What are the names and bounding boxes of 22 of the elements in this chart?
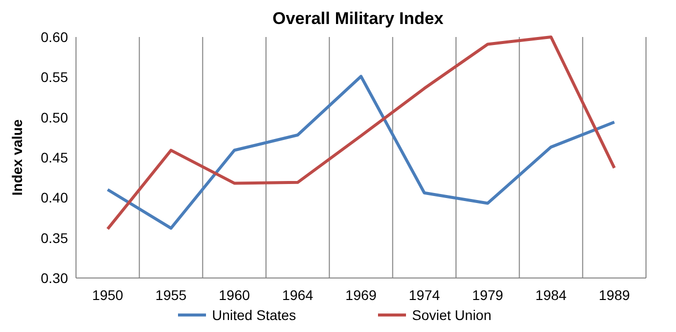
x-tick-label: 1979 xyxy=(472,287,504,303)
chart-title: Overall Military Index xyxy=(272,9,444,28)
line-series xyxy=(106,74,616,230)
x-tick-label: 1974 xyxy=(408,287,440,303)
y-tick-label: 0.60 xyxy=(40,29,68,45)
x-tick-label: 1989 xyxy=(598,287,630,303)
y-tick-label: 0.35 xyxy=(40,230,68,246)
y-tick-label: 0.40 xyxy=(40,190,68,206)
x-tick-label: 1960 xyxy=(218,287,250,303)
x-tick-label: 1955 xyxy=(155,287,187,303)
line-series xyxy=(106,36,616,230)
x-tick-label: 1984 xyxy=(535,287,567,303)
y-axis-title: Index value xyxy=(9,119,25,196)
y-tick-label: 0.30 xyxy=(40,270,68,286)
y-tick-label: 0.45 xyxy=(40,150,68,166)
y-tick-label: 0.50 xyxy=(40,109,68,126)
x-tick-label: 1969 xyxy=(345,287,377,303)
legend-label: Soviet Union xyxy=(412,307,492,323)
legend-label: United States xyxy=(212,307,296,323)
x-tick-label: 1964 xyxy=(282,287,314,303)
x-tick-label: 1950 xyxy=(92,287,124,303)
y-tick-label: 0.55 xyxy=(40,69,68,86)
